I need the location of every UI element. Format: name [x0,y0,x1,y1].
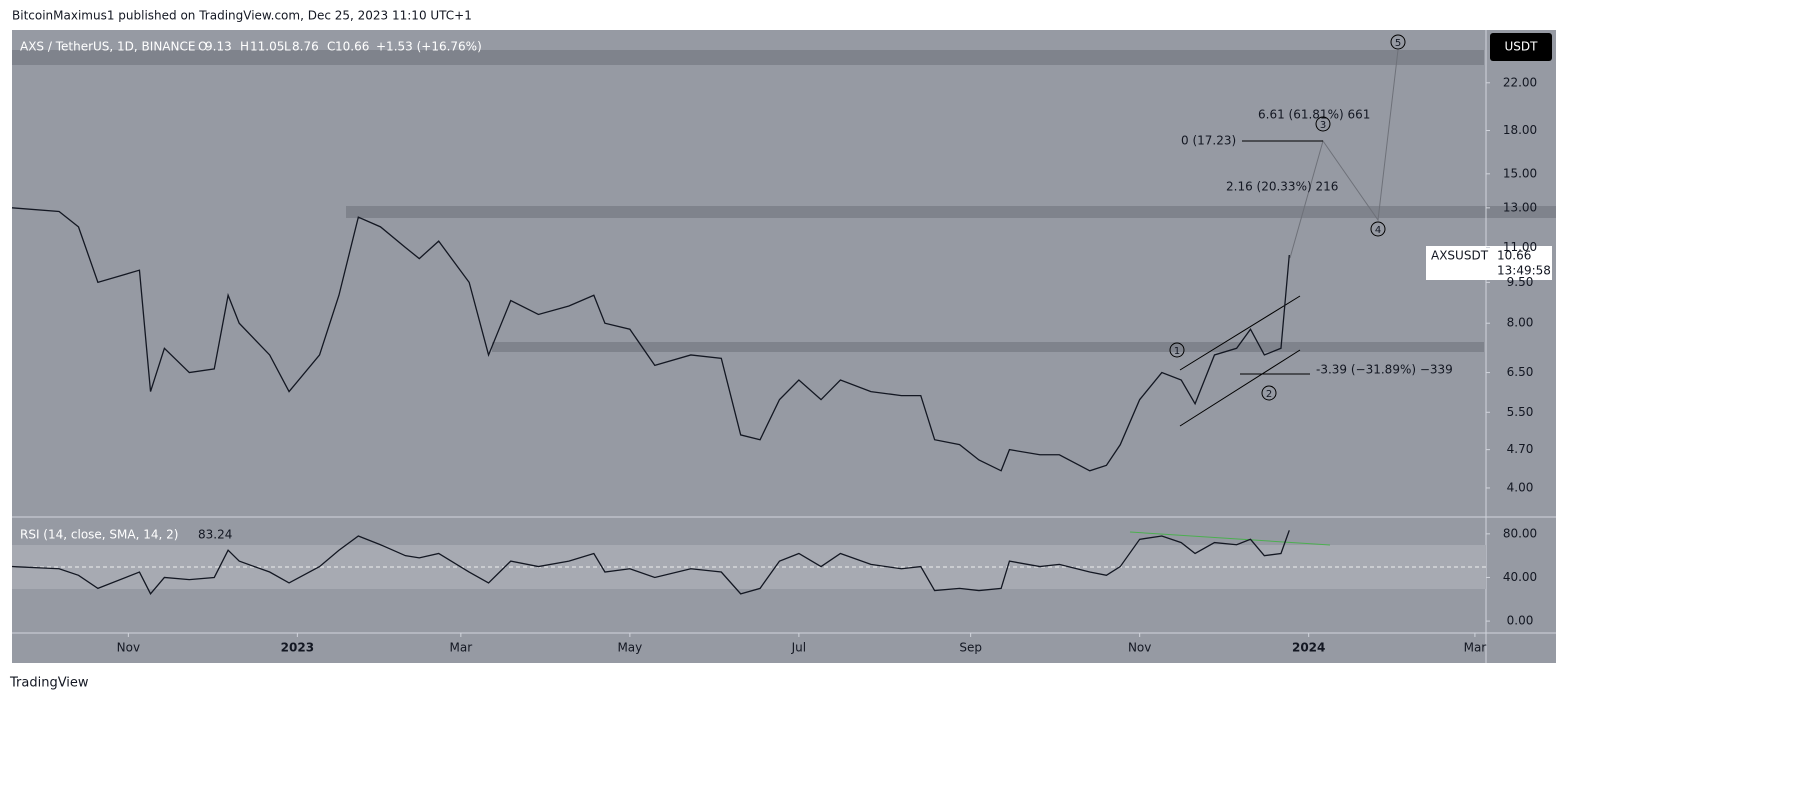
annotation: -3.39 (−31.89%) −339 [1316,363,1453,377]
currency-box [1490,33,1552,61]
ohlc-l-label: L [284,40,291,54]
y-tick-label: 13.00 [1503,200,1537,214]
countdown: 13:49:58 [1497,264,1551,278]
x-tick-label: May [617,641,642,655]
y-tick-label: 6.50 [1507,365,1534,379]
y-tick-label: 40.00 [1503,570,1537,584]
brand: TradingView [9,676,89,691]
wave-label: 1 [1174,346,1180,357]
wave-path [1289,49,1399,259]
wave-marker [1315,116,1331,132]
y-tick-label: 11.00 [1503,240,1537,254]
ohlc-c-label: C [327,40,335,54]
zone [346,206,1556,218]
price-box [1426,246,1552,280]
series-line [11,530,1290,595]
wave-marker [1390,34,1406,50]
y-tick-label: 4.00 [1507,480,1534,494]
publisher: BitcoinMaximus1 published on TradingView… [12,9,472,23]
annotation: 2.16 (20.33%) 216 [1226,180,1338,194]
divergence [1129,531,1331,546]
currency: USDT [1505,40,1539,54]
wave-label: 5 [1395,38,1401,49]
annotation: 6.61 (61.81%) 661 [1258,108,1370,122]
rsi-value: 83.24 [198,528,232,542]
ohlc-o-label: O [198,40,207,54]
x-tick-label: 2023 [281,641,314,655]
x-tick-label: Mar [450,641,473,655]
channel [1179,349,1301,427]
y-tick-label: 0.00 [1507,614,1534,628]
symbol-title: AXS / TetherUS, 1D, BINANCE [20,40,195,54]
y-tick-label: 5.50 [1507,405,1534,419]
ohlc-o: 9.13 [205,40,232,54]
last-price: 10.66 [1497,249,1531,263]
ohlc-change: +1.53 (+16.76%) [376,40,482,54]
symbol: AXSUSDT [1431,249,1489,263]
y-tick-label: 80.00 [1503,526,1537,540]
x-tick-label: Jul [791,641,806,655]
y-tick-label: 9.50 [1507,275,1534,289]
x-tick-label: Sep [959,641,982,655]
x-tick-label: Nov [1128,641,1151,655]
series-line [11,207,1290,472]
y-tick-label: 18.00 [1503,123,1537,137]
wave-label: 4 [1375,225,1381,236]
wave-label: 2 [1266,389,1272,400]
rsi-title: RSI (14, close, SMA, 14, 2) [20,528,178,542]
wave-marker [1261,385,1277,401]
x-tick-label: 2024 [1292,641,1325,655]
y-tick-label: 8.00 [1507,316,1534,330]
y-tick-label: 15.00 [1503,166,1537,180]
channel [1179,295,1301,371]
ohlc-h-label: H [240,40,249,54]
ohlc-l: 8.76 [292,40,319,54]
ohlc-c: 10.66 [335,40,369,54]
zone [492,342,1484,352]
x-tick-label: Nov [117,641,140,655]
zone [12,50,1484,65]
x-tick-label: Mar [1464,641,1487,655]
y-tick-label: 22.00 [1503,75,1537,89]
annotation: 0 (17.23) [1181,134,1236,148]
wave-marker [1169,342,1185,358]
wave-label: 3 [1320,120,1326,131]
y-tick-label: 4.70 [1507,442,1534,456]
wave-marker [1370,221,1386,237]
ohlc-h: 11.05 [250,40,284,54]
